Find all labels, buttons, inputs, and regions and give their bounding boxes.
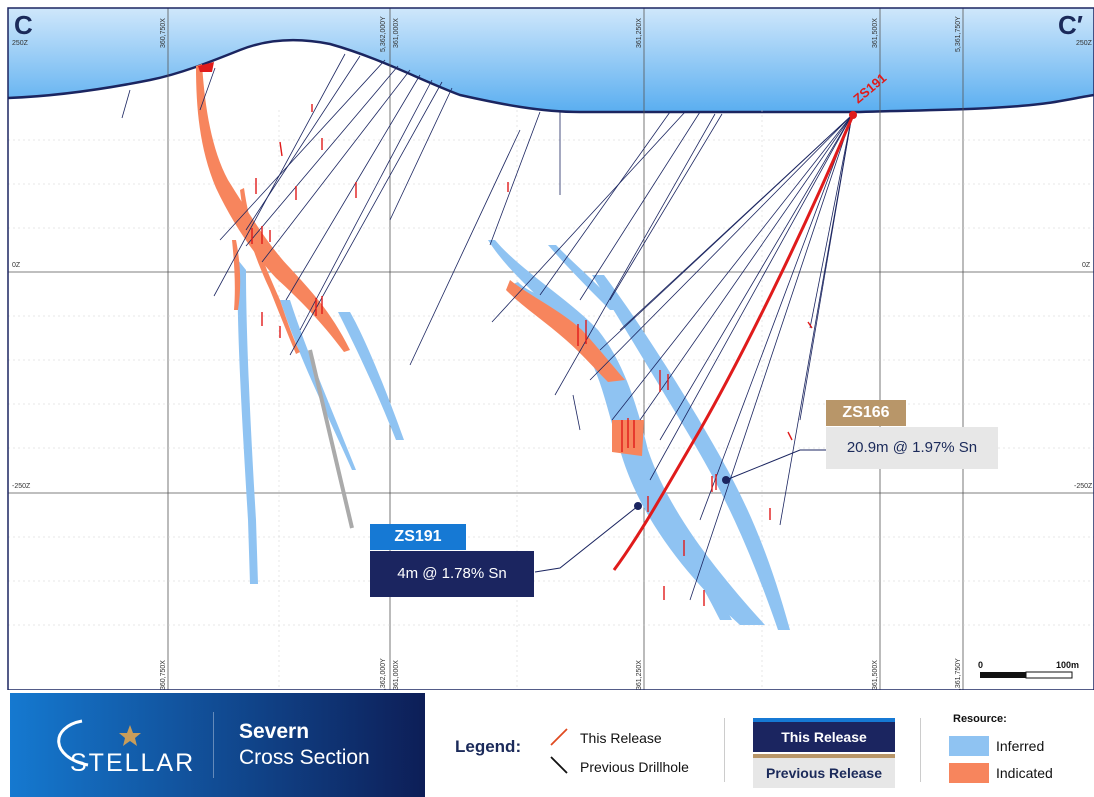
elevation-label-250: 250Z: [12, 40, 28, 47]
stellar-logo-swoosh: [10, 693, 425, 797]
elevation-label-250-right: 250Z: [1076, 40, 1092, 47]
section-end-label: C′: [1058, 10, 1084, 40]
topography-line: [7, 38, 1094, 114]
brand-logo-text: STELLAR: [70, 749, 196, 777]
star-icon: [119, 725, 141, 746]
legend-box-previous-release: Previous Release: [753, 754, 895, 788]
legend-title: Legend:: [455, 737, 522, 756]
zs191-callout-body: 4m @ 1.78% Sn: [370, 551, 534, 597]
sky-band: [8, 8, 1094, 112]
previous-drillhole-line-icon: [550, 756, 568, 774]
indicated-swatch: [949, 763, 989, 783]
indicated-resource-bodies: [196, 62, 644, 456]
zs191-callout-title: ZS191: [370, 524, 466, 550]
brand-panel: [10, 693, 425, 797]
brand-subtitle: Cross Section: [239, 746, 370, 769]
previous-drillholes: [121, 53, 853, 601]
grid-label-top-5361750: 5,361,750Y: [955, 16, 962, 52]
zs191-leader-dot: [634, 502, 642, 510]
zs166-leader-dot: [722, 476, 730, 484]
zs166-leader-line: [725, 449, 826, 481]
elevation-label-0-right: 0Z: [1082, 262, 1091, 269]
grid-label-top-361250: 361,250X: [636, 18, 643, 48]
legend-this-release: This Release: [580, 730, 662, 746]
zs191-drillhole-trace: [612, 114, 855, 571]
elevation-label-0: 0Z: [12, 262, 21, 269]
zs166-callout-title: ZS166: [826, 400, 906, 426]
scale-bar: [980, 671, 1073, 679]
grid-label-bottom-5362000: 5,362,000Y: [380, 658, 387, 694]
zs191-leader-line: [534, 505, 639, 573]
grid-label-bottom-5361750: 5,361,750Y: [955, 658, 962, 694]
grey-extension: [308, 349, 354, 529]
resource-title: Resource:: [953, 713, 1007, 725]
legend-box-this-release: This Release: [753, 718, 895, 752]
legend-divider-2: [920, 718, 921, 782]
grid-label-top-361500: 361,500X: [872, 18, 879, 48]
inferred-swatch: [949, 736, 989, 756]
section-start-label: C: [14, 10, 33, 40]
legend-divider-1: [724, 718, 725, 782]
grid-label-top-360750: 360,750X: [160, 18, 167, 48]
grid-label-bottom-361000: 361,000X: [393, 660, 400, 690]
grid-label-bottom-360750: 360,750X: [160, 660, 167, 690]
grid-label-top-5362000: 5,362,000Y: [380, 16, 387, 52]
legend-line-icons: [550, 728, 568, 774]
scale-end-label: 100m: [1056, 660, 1080, 670]
grid-label-top-361000: 361,000X: [393, 18, 400, 48]
elevation-label-minus-250-right: -250Z: [1074, 483, 1093, 490]
scale-start-label: 0: [978, 660, 984, 670]
indicated-label: Indicated: [996, 765, 1053, 781]
brand-divider: [213, 712, 214, 778]
assay-intercept-ticks: [251, 104, 813, 606]
this-release-line-icon: [550, 728, 568, 746]
brand-title: Severn: [239, 720, 310, 743]
inferred-label: Inferred: [996, 738, 1045, 754]
zs166-callout-body: 20.9m @ 1.97% Sn: [826, 427, 998, 469]
legend-previous-drillhole: Previous Drillhole: [580, 759, 689, 775]
zs191-collar: [849, 111, 857, 119]
section-frame: [8, 8, 1094, 690]
grid-label-bottom-361500: 361,500X: [872, 660, 879, 690]
grid-label-bottom-361250: 361,250X: [636, 660, 643, 690]
minor-grid: [8, 110, 1094, 690]
elevation-label-minus-250: -250Z: [12, 483, 31, 490]
